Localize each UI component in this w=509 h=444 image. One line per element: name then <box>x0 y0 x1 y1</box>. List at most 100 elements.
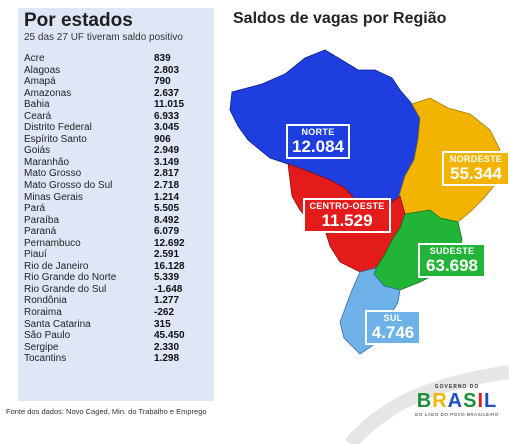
state-name: Rio de Janeiro <box>24 260 89 272</box>
state-name: São Paulo <box>24 330 71 342</box>
state-row: Maranhão 3.149 <box>24 157 204 169</box>
state-value: 8.492 <box>154 214 180 226</box>
logo-letter: L <box>484 390 498 412</box>
label-sudeste-value: 63.698 <box>426 256 478 275</box>
state-row: Alagoas 2.803 <box>24 65 204 77</box>
state-name: Bahia <box>24 99 50 111</box>
label-centro-oeste-value: 11.529 <box>321 211 373 230</box>
state-value: 1.214 <box>154 191 180 203</box>
state-row: Pará 5.505 <box>24 203 204 215</box>
state-value: 12.692 <box>154 237 185 249</box>
label-centro-oeste-name: CENTRO-OESTE <box>309 201 385 211</box>
corner-swoosh <box>344 365 509 444</box>
state-name: Maranhão <box>24 156 70 168</box>
logo-letter: R <box>432 390 448 412</box>
state-row: Ceará 6.933 <box>24 111 204 123</box>
state-row: Amazonas 2.637 <box>24 88 204 100</box>
label-sul: SUL 4.746 <box>365 310 421 345</box>
state-name: Amazonas <box>24 87 72 99</box>
state-name: Rio Grande do Norte <box>24 272 117 284</box>
state-value: 2.817 <box>154 168 180 180</box>
state-name: Distrito Federal <box>24 122 92 134</box>
label-nordeste: NORDESTE 55.344 <box>442 151 509 186</box>
state-name: Espírito Santo <box>24 133 87 145</box>
state-row: Mato Grosso do Sul 2.718 <box>24 180 204 192</box>
state-row: Espírito Santo 906 <box>24 134 204 146</box>
state-value: 2.949 <box>154 145 180 157</box>
state-name: Mato Grosso <box>24 168 82 180</box>
state-value: 5.339 <box>154 272 180 284</box>
state-name: Minas Gerais <box>24 191 83 203</box>
label-sul-name: SUL <box>383 313 403 323</box>
gov-logo: GOVERNO DO BRASIL DO LADO DO POVO BRASIL… <box>412 384 502 417</box>
state-row: Acre 839 <box>24 53 204 65</box>
panel-subtitle: 25 das 27 UF tiveram saldo positivo <box>24 32 183 43</box>
state-name: Piauí <box>24 249 47 261</box>
state-row: Amapá 790 <box>24 76 204 88</box>
state-value: 906 <box>154 133 171 145</box>
state-value: 1.277 <box>154 295 180 307</box>
state-value: -262 <box>154 307 175 319</box>
states-panel <box>18 8 214 401</box>
state-value: 6.079 <box>154 226 180 238</box>
state-row: Paraíba 8.492 <box>24 215 204 227</box>
label-norte-name: NORTE <box>301 127 335 137</box>
source-note: Fonte dos dados: Novo Caged, Min. do Tra… <box>6 407 207 416</box>
state-value: 45.450 <box>154 330 185 342</box>
label-norte: NORTE 12.084 <box>286 124 350 159</box>
state-row: Distrito Federal 3.045 <box>24 122 204 134</box>
state-value: 2.330 <box>154 341 180 353</box>
state-value: 790 <box>154 76 171 88</box>
state-name: Pernambuco <box>24 237 81 249</box>
state-row: Rio de Janeiro 16.128 <box>24 261 204 273</box>
state-name: Mato Grosso do Sul <box>24 180 113 192</box>
logo-letter: I <box>477 390 485 412</box>
state-name: Goiás <box>24 145 51 157</box>
logo-tagline: DO LADO DO POVO BRASILEIRO <box>415 412 499 417</box>
label-norte-value: 12.084 <box>292 137 344 156</box>
state-row: Rondônia 1.277 <box>24 295 204 307</box>
state-name: Paraná <box>24 226 57 238</box>
state-row: Roraima -262 <box>24 307 204 319</box>
state-value: 2.803 <box>154 64 180 76</box>
label-sudeste-name: SUDESTE <box>429 246 475 256</box>
state-value: 2.637 <box>154 87 180 99</box>
logo-letter: B <box>416 390 433 412</box>
state-name: Ceará <box>24 110 52 122</box>
state-row: Goiás 2.949 <box>24 145 204 157</box>
state-name: Acre <box>24 53 45 64</box>
state-name: Paraíba <box>24 214 60 226</box>
logo-letter: A <box>447 390 464 412</box>
state-value: 6.933 <box>154 110 180 122</box>
state-row: Bahia 11.015 <box>24 99 204 111</box>
panel-title: Por estados <box>24 10 133 31</box>
state-row: Rio Grande do Sul -1.648 <box>24 284 204 296</box>
state-value: 315 <box>154 318 171 330</box>
label-centro-oeste: CENTRO-OESTE 11.529 <box>303 198 391 233</box>
state-row: Santa Catarina 315 <box>24 319 204 331</box>
state-value: 16.128 <box>154 260 185 272</box>
state-value: 3.149 <box>154 156 180 168</box>
label-nordeste-value: 55.344 <box>450 164 502 183</box>
state-row: Minas Gerais 1.214 <box>24 192 204 204</box>
state-value: 2.591 <box>154 249 180 261</box>
state-value: 5.505 <box>154 203 180 215</box>
state-name: Sergipe <box>24 341 59 353</box>
state-value: 3.045 <box>154 122 180 134</box>
state-name: Rondônia <box>24 295 67 307</box>
label-sudeste: SUDESTE 63.698 <box>418 243 486 278</box>
state-name: Tocantins <box>24 353 67 365</box>
state-row: Piauí 2.591 <box>24 249 204 261</box>
state-name: Rio Grande do Sul <box>24 283 107 295</box>
state-row: Paraná 6.079 <box>24 226 204 238</box>
state-row: Tocantins 1.298 <box>24 353 204 365</box>
state-value: 839 <box>154 53 171 64</box>
state-name: Santa Catarina <box>24 318 91 330</box>
state-name: Roraima <box>24 307 62 319</box>
state-name: Amapá <box>24 76 56 88</box>
map-title: Saldos de vagas por Região <box>233 10 447 27</box>
state-row: São Paulo 45.450 <box>24 330 204 342</box>
state-table: Acre 839 Alagoas 2.803 Amapá 790 Amazonas 2.637… <box>24 53 204 365</box>
state-value: 2.718 <box>154 180 180 192</box>
